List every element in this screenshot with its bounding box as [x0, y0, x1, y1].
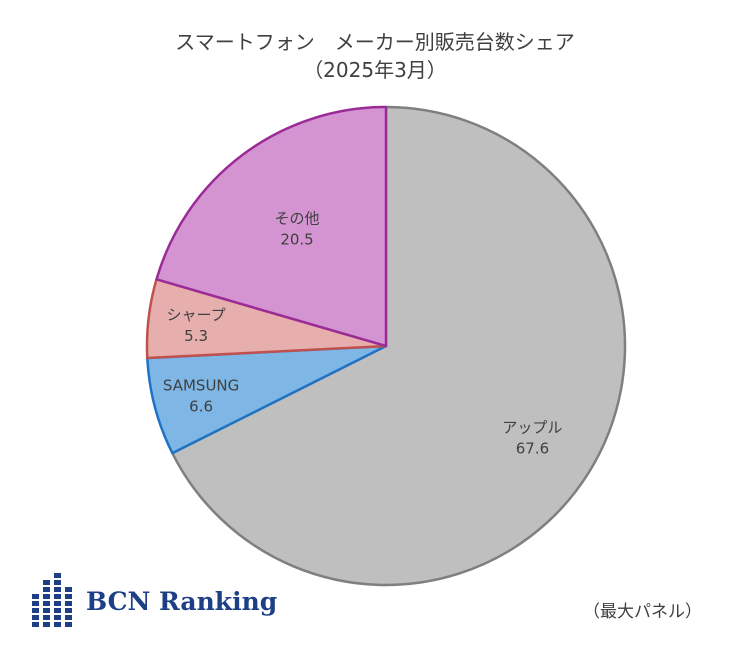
logo-square — [32, 615, 39, 620]
logo-square — [54, 573, 61, 578]
logo-square — [54, 622, 61, 627]
pie-slice-0 — [171, 105, 627, 587]
logo-square — [54, 601, 61, 606]
bcn-logo-icon — [32, 573, 72, 627]
slice-label-3: その他 — [275, 210, 320, 228]
footnote: （最大パネル） — [583, 602, 702, 622]
slice-value-1: 6.6 — [189, 398, 213, 416]
logo-square — [43, 594, 50, 599]
slice-value-2: 5.3 — [184, 327, 208, 345]
chart-title: スマートフォン メーカー別販売台数シェア — [175, 30, 575, 54]
slice-label-0: アップル — [502, 418, 562, 436]
logo-square — [54, 580, 61, 585]
logo-square — [65, 622, 72, 627]
logo-square — [65, 608, 72, 613]
logo-square — [32, 601, 39, 606]
logo-square — [43, 580, 50, 585]
pie-slice-3 — [155, 105, 388, 348]
slice-value-3: 20.5 — [280, 231, 313, 249]
logo-text: BCN Ranking — [86, 587, 278, 616]
logo-square — [32, 622, 39, 627]
logo-square — [32, 594, 39, 599]
logo-square — [43, 622, 50, 627]
slice-value-0: 67.6 — [516, 439, 549, 457]
logo-square — [43, 601, 50, 606]
logo-square — [65, 601, 72, 606]
logo-square — [43, 615, 50, 620]
logo-square — [32, 608, 39, 613]
logo-square — [65, 615, 72, 620]
logo-square — [65, 587, 72, 592]
logo-square — [54, 615, 61, 620]
logo-square — [54, 608, 61, 613]
chart-subtitle: （2025年3月） — [303, 58, 447, 82]
logo-square — [54, 594, 61, 599]
pie-slices — [145, 105, 627, 587]
logo-square — [43, 608, 50, 613]
logo-square — [65, 594, 72, 599]
slice-label-1: SAMSUNG — [163, 377, 239, 395]
logo-square — [54, 587, 61, 592]
slice-label-2: シャープ — [167, 306, 226, 324]
slice-labels: アップル 67.6 SAMSUNG 6.6 シャープ 5.3 その他 20.5 — [163, 210, 563, 458]
logo-square — [43, 587, 50, 592]
